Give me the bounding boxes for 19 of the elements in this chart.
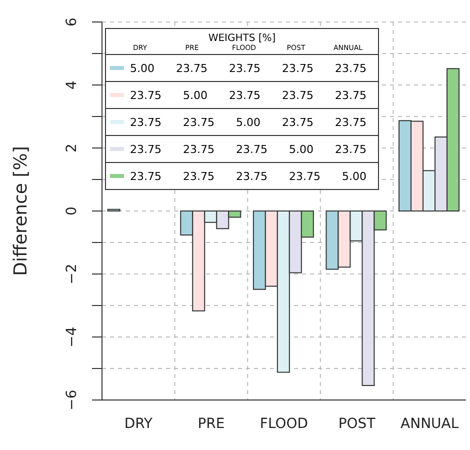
legend-label: 23.75 23.75 5.00 23.75 23.75 bbox=[130, 116, 366, 128]
y-tick-label: 6 bbox=[64, 17, 80, 26]
x-tick-label: FLOOD bbox=[260, 416, 308, 432]
y-tick-label: 2 bbox=[64, 144, 80, 152]
x-tick-label: POST bbox=[338, 416, 376, 432]
x-tick-label: ANNUAL bbox=[400, 416, 459, 432]
y-axis-title: Difference [%] bbox=[10, 146, 32, 276]
y-tick-label: 4 bbox=[64, 80, 80, 90]
legend-title: WEIGHTS [%] bbox=[207, 32, 277, 44]
y-tick-label: −6 bbox=[64, 390, 80, 410]
x-tick-label: DRY bbox=[124, 416, 153, 432]
legend-label: 23.75 5.00 23.75 23.75 23.75 bbox=[130, 88, 366, 102]
x-tick-label: PRE bbox=[198, 416, 225, 432]
legend-label: 23.75 23.75 23.75 5.00 23.75 bbox=[130, 142, 366, 156]
y-tick-label: −2 bbox=[64, 264, 80, 284]
y-tick-label: 0 bbox=[64, 206, 80, 216]
legend-label: 23.75 23.75 23.75 23.75 5.00 bbox=[130, 170, 366, 182]
y-tick-label: −4 bbox=[64, 326, 80, 348]
legend-label: 5.00 23.75 23.75 23.75 23.75 bbox=[130, 62, 366, 74]
